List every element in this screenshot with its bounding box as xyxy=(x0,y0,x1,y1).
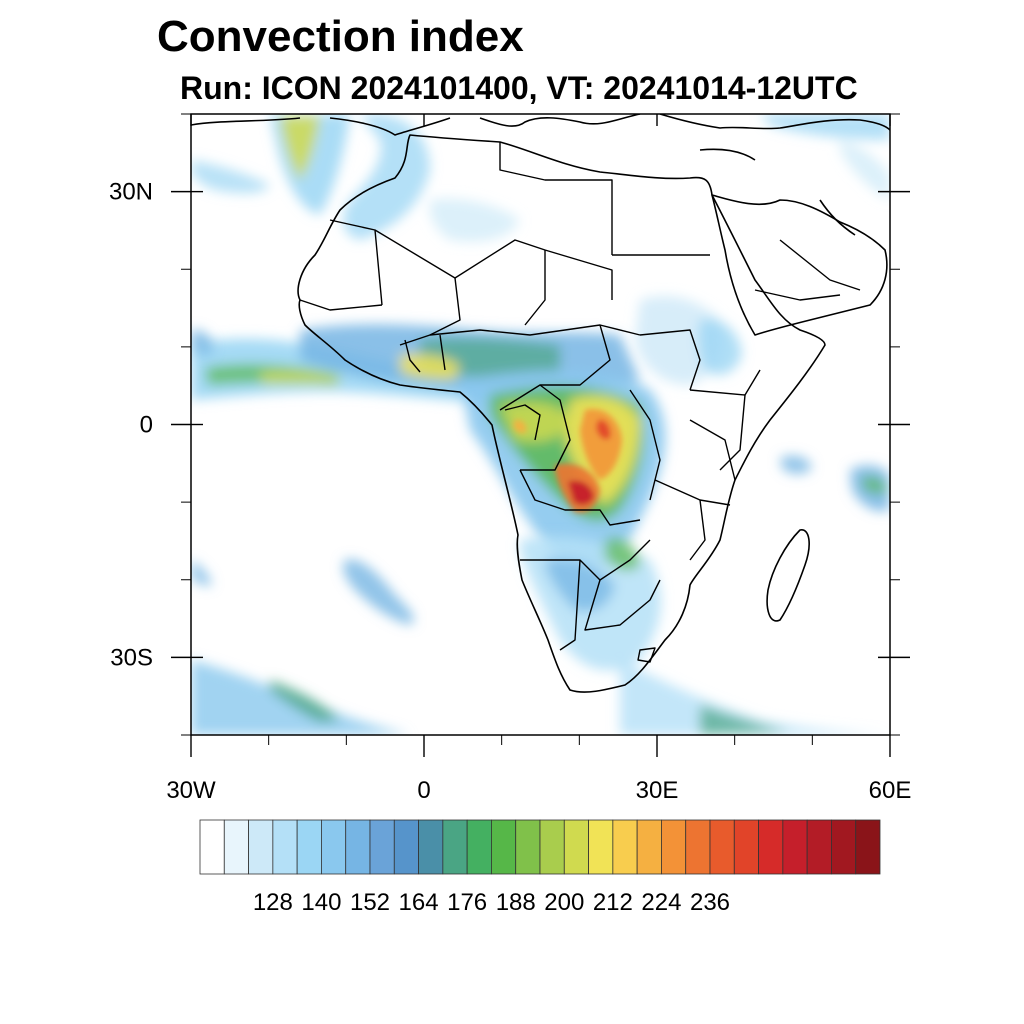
lat-label: 30S xyxy=(110,644,153,671)
colorbar-swatch xyxy=(806,819,832,875)
lon-label: 30E xyxy=(636,777,679,804)
colorbar-swatch xyxy=(855,819,881,875)
colorbar-swatch xyxy=(418,819,444,875)
colorbar-swatch xyxy=(491,819,517,875)
colorbar-swatch xyxy=(782,819,808,875)
chart-subtitle: Run: ICON 2024101400, VT: 20241014-12UTC xyxy=(180,70,858,106)
colorbar-swatch xyxy=(393,819,419,875)
colorbar-swatch xyxy=(442,819,468,875)
colorbar-swatch xyxy=(321,819,347,875)
colorbar-swatch xyxy=(733,819,759,875)
lon-label: 60E xyxy=(869,777,912,804)
colorbar-swatch xyxy=(248,819,274,875)
map-axes: 30N 0 30S 30W 0 30E 60E xyxy=(109,113,912,804)
plot-area xyxy=(191,114,890,735)
colorbar-swatch xyxy=(588,819,614,875)
colorbar-swatch xyxy=(345,819,371,875)
colorbar-label: 188 xyxy=(496,889,536,916)
colorbar-swatch xyxy=(709,819,735,875)
colorbar-label: 140 xyxy=(301,889,341,916)
colorbar-swatch xyxy=(223,819,249,875)
colorbar-swatch xyxy=(612,819,638,875)
colorbar: 128 140 152 164 176 188 200 212 224 236 xyxy=(199,819,881,916)
coastlines xyxy=(191,114,890,693)
colorbar-label: 212 xyxy=(593,889,633,916)
lat-label: 0 xyxy=(140,412,153,439)
colorbar-swatch xyxy=(685,819,711,875)
colorbar-swatch xyxy=(539,819,565,875)
lon-label: 30W xyxy=(166,777,216,804)
colorbar-swatch xyxy=(563,819,589,875)
colorbar-label: 128 xyxy=(253,889,293,916)
colorbar-swatch xyxy=(661,819,687,875)
lon-label: 0 xyxy=(417,777,430,804)
colorbar-swatch xyxy=(466,819,492,875)
colorbar-swatch xyxy=(296,819,322,875)
convection-field-south xyxy=(191,114,890,735)
convection-core xyxy=(513,409,622,513)
colorbar-label: 164 xyxy=(399,889,439,916)
colorbar-label: 200 xyxy=(544,889,584,916)
colorbar-swatch xyxy=(272,819,298,875)
colorbar-swatch xyxy=(515,819,541,875)
lat-label: 30N xyxy=(109,179,153,206)
colorbar-swatch xyxy=(758,819,784,875)
colorbar-swatch xyxy=(199,819,225,875)
colorbar-swatch xyxy=(636,819,662,875)
country-borders xyxy=(299,142,861,663)
colorbar-label: 152 xyxy=(350,889,390,916)
chart-title: Convection index xyxy=(157,12,524,61)
colorbar-label: 236 xyxy=(690,889,730,916)
colorbar-swatch xyxy=(831,819,857,875)
colorbar-label: 176 xyxy=(447,889,487,916)
colorbar-swatch xyxy=(369,819,395,875)
colorbar-label: 224 xyxy=(641,889,681,916)
